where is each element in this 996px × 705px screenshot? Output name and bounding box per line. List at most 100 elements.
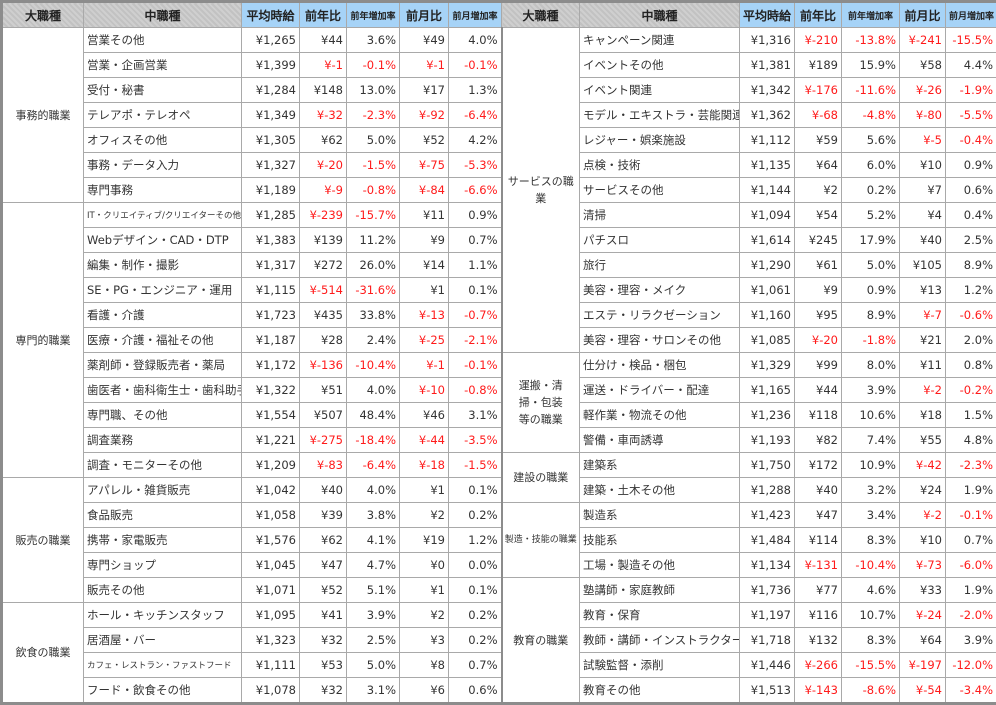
yoy-change-cell: ¥-131 <box>795 553 842 578</box>
header-yoy-change[interactable]: 前年比 <box>795 2 842 28</box>
mom-change-cell: ¥33 <box>900 578 946 603</box>
mom-change-cell: ¥-84 <box>400 178 449 203</box>
mom-rate-cell: 0.9% <box>449 203 502 228</box>
avg-hourly-wage-cell: ¥1,362 <box>740 103 795 128</box>
mom-change-cell: ¥-197 <box>900 653 946 678</box>
mom-rate-cell: -3.5% <box>449 428 502 453</box>
yoy-change-cell: ¥54 <box>795 203 842 228</box>
mom-rate-cell: -0.4% <box>946 128 996 153</box>
mom-rate-cell: 4.8% <box>946 428 996 453</box>
sub-category-cell: 技能系 <box>580 528 740 553</box>
mom-change-cell: ¥21 <box>900 328 946 353</box>
mom-rate-cell: 4.4% <box>946 53 996 78</box>
yoy-change-cell: ¥62 <box>300 528 347 553</box>
avg-hourly-wage-cell: ¥1,576 <box>242 528 300 553</box>
mom-change-cell: ¥24 <box>900 478 946 503</box>
mom-change-cell: ¥4 <box>900 203 946 228</box>
yoy-rate-cell: 2.5% <box>347 628 400 653</box>
yoy-rate-cell: 3.2% <box>842 478 900 503</box>
mom-rate-cell: -0.1% <box>946 503 996 528</box>
avg-hourly-wage-cell: ¥1,554 <box>242 403 300 428</box>
sub-category-cell: SE・PG・エンジニア・運用 <box>84 278 242 303</box>
yoy-change-cell: ¥-20 <box>795 328 842 353</box>
sub-category-cell: Webデザイン・CAD・DTP <box>84 228 242 253</box>
yoy-rate-cell: 33.8% <box>347 303 400 328</box>
sub-category-cell: モデル・エキストラ・芸能関連 <box>580 103 740 128</box>
yoy-rate-cell: -11.6% <box>842 78 900 103</box>
mom-rate-cell: 0.9% <box>946 153 996 178</box>
mom-rate-cell: -0.6% <box>946 303 996 328</box>
yoy-change-cell: ¥47 <box>795 503 842 528</box>
avg-hourly-wage-cell: ¥1,078 <box>242 678 300 704</box>
mom-change-cell: ¥-24 <box>900 603 946 628</box>
header-avg-hourly-wage[interactable]: 平均時給 <box>242 2 300 28</box>
avg-hourly-wage-cell: ¥1,197 <box>740 603 795 628</box>
mom-change-cell: ¥-26 <box>900 78 946 103</box>
yoy-rate-cell: 4.6% <box>842 578 900 603</box>
mom-change-cell: ¥0 <box>400 553 449 578</box>
mom-rate-cell: 0.2% <box>449 628 502 653</box>
mom-change-cell: ¥2 <box>400 603 449 628</box>
mom-rate-cell: -5.3% <box>449 153 502 178</box>
sub-category-cell: 調査業務 <box>84 428 242 453</box>
header-yoy-change[interactable]: 前年比 <box>300 2 347 28</box>
yoy-rate-cell: 6.0% <box>842 153 900 178</box>
mom-rate-cell: -2.1% <box>449 328 502 353</box>
yoy-change-cell: ¥53 <box>300 653 347 678</box>
mom-change-cell: ¥1 <box>400 478 449 503</box>
mom-change-cell: ¥-80 <box>900 103 946 128</box>
header-sub-category[interactable]: 中職種 <box>580 2 740 28</box>
header-sub-category[interactable]: 中職種 <box>84 2 242 28</box>
mom-rate-cell: 0.1% <box>449 278 502 303</box>
header-avg-hourly-wage[interactable]: 平均時給 <box>740 2 795 28</box>
sub-category-cell: 清掃 <box>580 203 740 228</box>
header-yoy-rate[interactable]: 前年増加率 <box>347 2 400 28</box>
yoy-change-cell: ¥61 <box>795 253 842 278</box>
avg-hourly-wage-cell: ¥1,718 <box>740 628 795 653</box>
header-mom-rate[interactable]: 前月増加率 <box>946 2 996 28</box>
table-row: 営業・企画営業¥1,399¥-1-0.1%¥-1-0.1%イベントその他¥1,3… <box>2 53 996 78</box>
avg-hourly-wage-cell: ¥1,209 <box>242 453 300 478</box>
avg-hourly-wage-cell: ¥1,085 <box>740 328 795 353</box>
yoy-rate-cell: 0.2% <box>842 178 900 203</box>
mom-rate-cell: -6.6% <box>449 178 502 203</box>
mom-change-cell: ¥49 <box>400 28 449 53</box>
yoy-change-cell: ¥40 <box>795 478 842 503</box>
mom-rate-cell: 2.5% <box>946 228 996 253</box>
mom-change-cell: ¥-2 <box>900 503 946 528</box>
major-category-cell: 建設の職業 <box>502 453 580 503</box>
avg-hourly-wage-cell: ¥1,322 <box>242 378 300 403</box>
mom-change-cell: ¥-10 <box>400 378 449 403</box>
mom-change-cell: ¥-5 <box>900 128 946 153</box>
sub-category-cell: 警備・車両誘導 <box>580 428 740 453</box>
yoy-rate-cell: 8.9% <box>842 303 900 328</box>
yoy-rate-cell: 48.4% <box>347 403 400 428</box>
sub-category-cell: 居酒屋・バー <box>84 628 242 653</box>
header-mom-change[interactable]: 前月比 <box>900 2 946 28</box>
avg-hourly-wage-cell: ¥1,736 <box>740 578 795 603</box>
header-mom-change[interactable]: 前月比 <box>400 2 449 28</box>
mom-change-cell: ¥10 <box>900 528 946 553</box>
yoy-change-cell: ¥-176 <box>795 78 842 103</box>
mom-rate-cell: 0.6% <box>449 678 502 704</box>
yoy-rate-cell: 3.8% <box>347 503 400 528</box>
header-major-category[interactable]: 大職種 <box>2 2 84 28</box>
mom-rate-cell: 0.1% <box>449 578 502 603</box>
header-mom-rate[interactable]: 前月増加率 <box>449 2 502 28</box>
yoy-change-cell: ¥-1 <box>300 53 347 78</box>
sub-category-cell: 歯医者・歯科衛生士・歯科助手 <box>84 378 242 403</box>
mom-change-cell: ¥-73 <box>900 553 946 578</box>
mom-change-cell: ¥55 <box>900 428 946 453</box>
yoy-rate-cell: 4.1% <box>347 528 400 553</box>
header-yoy-rate[interactable]: 前年増加率 <box>842 2 900 28</box>
sub-category-cell: 専門職、その他 <box>84 403 242 428</box>
yoy-rate-cell: 8.3% <box>842 628 900 653</box>
avg-hourly-wage-cell: ¥1,614 <box>740 228 795 253</box>
yoy-change-cell: ¥116 <box>795 603 842 628</box>
yoy-rate-cell: -8.6% <box>842 678 900 704</box>
header-major-category[interactable]: 大職種 <box>502 2 580 28</box>
